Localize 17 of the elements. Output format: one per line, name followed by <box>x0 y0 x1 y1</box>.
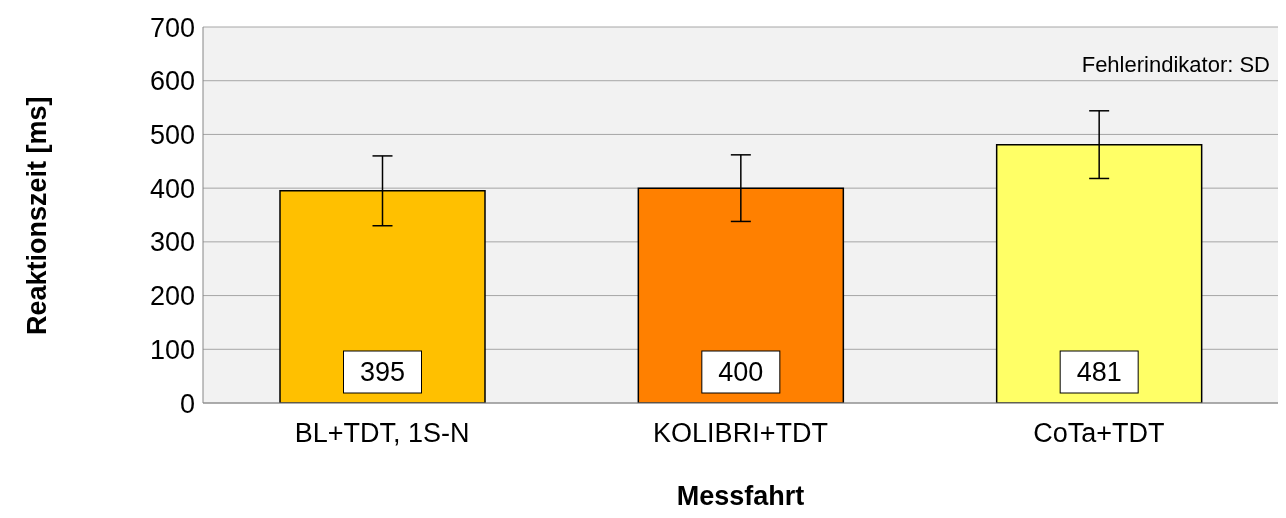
y-tick-label: 0 <box>179 388 195 419</box>
x-tick-label: BL+TDT, 1S-N <box>294 418 470 449</box>
y-axis-title: Reaktionszeit [ms] <box>21 96 52 335</box>
data-label: 400 <box>718 357 764 387</box>
data-label: 481 <box>1076 357 1122 387</box>
y-tick-label: 600 <box>149 66 195 97</box>
x-tick-label: CoTa+TDT <box>1033 418 1165 449</box>
annotation: Fehlerindikator: SD <box>1081 52 1270 78</box>
y-tick-label: 700 <box>149 12 195 43</box>
y-tick-label: 200 <box>149 281 195 312</box>
y-tick-label: 500 <box>149 120 195 151</box>
y-tick-label: 100 <box>149 334 195 365</box>
x-tick-label: KOLIBRI+TDT <box>653 418 828 449</box>
y-tick-label: 300 <box>149 227 195 258</box>
y-tick-label: 400 <box>149 173 195 204</box>
data-label: 395 <box>359 357 406 387</box>
x-axis-title: Messfahrt <box>676 481 805 511</box>
